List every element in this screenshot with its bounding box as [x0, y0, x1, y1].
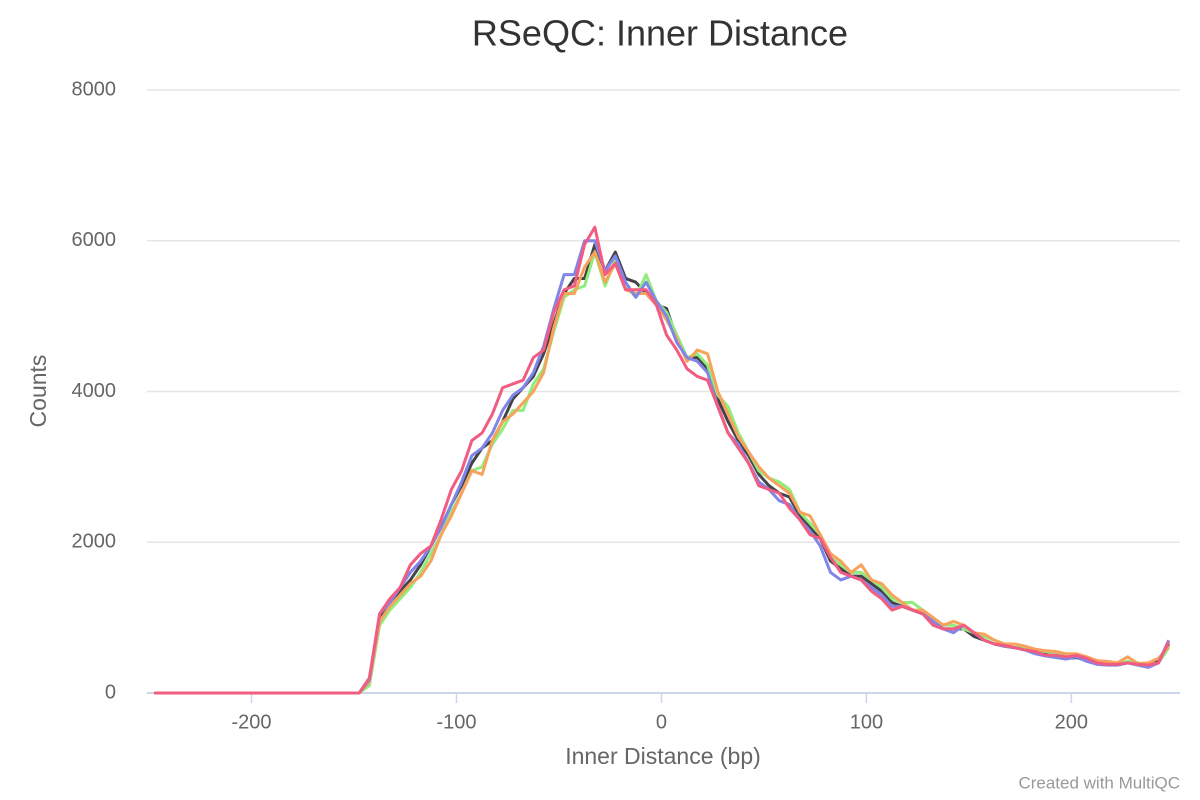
chart-title: RSeQC: Inner Distance [472, 13, 848, 54]
x-tick-label: -200 [232, 711, 272, 733]
y-tick-label: 6000 [72, 229, 117, 251]
y-tick-label: 4000 [72, 380, 117, 402]
x-tick-label: 200 [1055, 711, 1088, 733]
y-axis-title: Counts [25, 355, 51, 428]
x-axis-title: Inner Distance (bp) [565, 743, 761, 769]
x-tick-label: 0 [656, 711, 667, 733]
credit: Created with MultiQC [1018, 773, 1180, 792]
y-tick-label: 0 [105, 681, 116, 703]
series-line [154, 239, 1171, 695]
series-line [154, 225, 1171, 695]
x-tick-label: 100 [850, 711, 883, 733]
y-tick-label: 8000 [72, 78, 117, 100]
x-tick-label: -100 [436, 711, 476, 733]
y-tick-label: 2000 [72, 531, 117, 553]
